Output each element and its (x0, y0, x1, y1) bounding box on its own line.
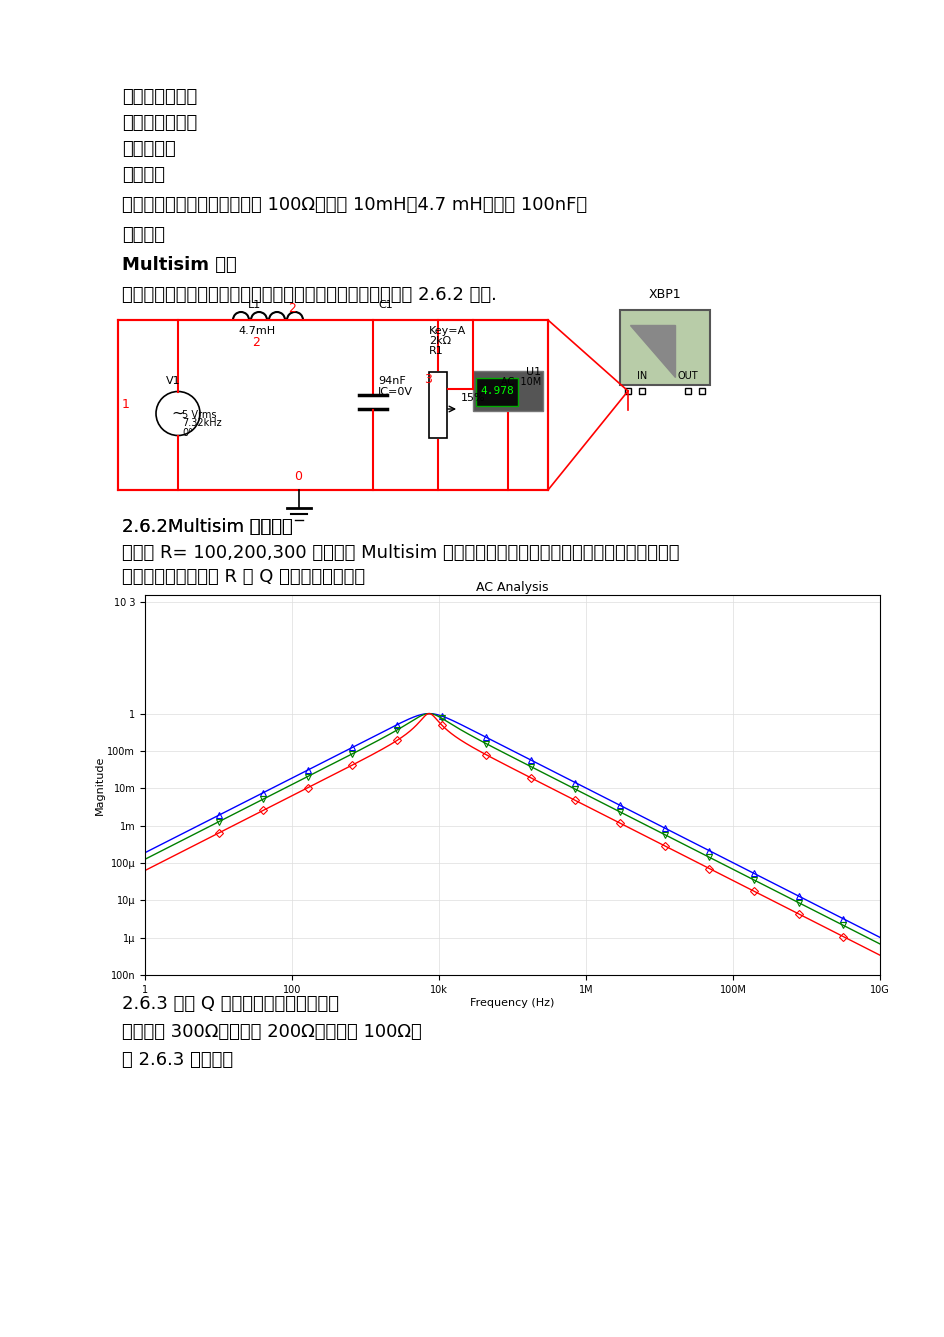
Text: L1: L1 (247, 299, 261, 310)
Text: IC=0V: IC=0V (378, 386, 413, 397)
Text: C1: C1 (378, 299, 393, 310)
Text: 实验内容: 实验内容 (122, 226, 165, 243)
Text: U1: U1 (525, 366, 540, 377)
Text: 3: 3 (423, 373, 431, 386)
Text: Key=A: Key=A (429, 326, 465, 337)
Bar (476, 378, 517, 406)
Text: 2.6.3 不同 Q 值値电流的频率特性曲线: 2.6.3 不同 Q 值値电流的频率特性曲线 (122, 995, 339, 1013)
Text: 2: 2 (288, 302, 295, 316)
Text: 交流毫伏表一台: 交流毫伏表一台 (122, 88, 197, 106)
Text: 94nF: 94nF (378, 376, 405, 385)
Text: 0°: 0° (182, 428, 193, 437)
Text: 电阔、电感、电容若干（电阔 100Ω，电感 10mH、4.7 mH，电容 100nF）: 电阔、电感、电容若干（电阔 100Ω，电感 10mH、4.7 mH，电容 100… (122, 197, 586, 214)
Text: 0: 0 (295, 469, 302, 483)
Title: AC Analysis: AC Analysis (476, 580, 548, 594)
Bar (619, 310, 709, 385)
X-axis label: Frequency (Hz): Frequency (Hz) (470, 997, 554, 1008)
Text: 5 Vrms: 5 Vrms (182, 409, 216, 420)
Text: 创建电路：从元器件库中选择可变电阔、电容、电感创建如图 2.6.2 电路.: 创建电路：从元器件库中选择可变电阔、电容、电感创建如图 2.6.2 电路. (122, 286, 497, 303)
Text: ~: ~ (172, 406, 184, 421)
Text: OUT: OUT (677, 370, 697, 381)
Text: 双踪示波器一台: 双踪示波器一台 (122, 114, 197, 132)
Polygon shape (630, 325, 674, 377)
Text: 2: 2 (251, 336, 260, 349)
Text: 画出谐振曲线，说明 R 对 Q 值、带宽的影响。: 画出谐振曲线，说明 R 对 Q 值、带宽的影响。 (122, 568, 364, 586)
Text: 2.6.2Multisim 串联谐振: 2.6.2Multisim 串联谐振 (122, 517, 293, 536)
Text: 1: 1 (122, 398, 129, 412)
Text: V1: V1 (165, 376, 180, 385)
Bar (118, 320, 548, 489)
Text: 当电阔 R= 100,200,300 欧时，用 Multisim 软件仳真串联谐振电路的谐振曲线，在同一张图中: 当电阔 R= 100,200,300 欧时，用 Multisim 软件仳真串联谐… (122, 544, 679, 562)
Text: （蓝线为 300Ω，绿线为 200Ω，红线为 100Ω）: （蓝线为 300Ω，绿线为 200Ω，红线为 100Ω） (122, 1023, 421, 1042)
Text: 2.6.2Multisim 串联谐振: 2.6.2Multisim 串联谐振 (122, 517, 293, 536)
Text: 15%: 15% (461, 393, 485, 402)
Text: R1: R1 (429, 346, 444, 356)
Bar (429, 372, 447, 437)
Bar (473, 370, 543, 410)
Text: 将 2.6.3 放大后：: 将 2.6.3 放大后： (122, 1051, 233, 1070)
Text: AC  10M: AC 10M (500, 377, 540, 386)
Text: XBP1: XBP1 (648, 287, 681, 301)
Text: 4.978: 4.978 (480, 386, 514, 396)
Text: Multisim 仳真: Multisim 仳真 (122, 255, 237, 274)
Y-axis label: Magnitude: Magnitude (94, 755, 105, 814)
Text: IN: IN (636, 370, 647, 381)
Text: 4.7mH: 4.7mH (238, 326, 275, 336)
Text: 2kΩ: 2kΩ (429, 337, 450, 346)
Text: 万用表一只: 万用表一只 (122, 140, 176, 158)
Text: 7.32kHz: 7.32kHz (182, 418, 222, 428)
Text: 可变电阔: 可变电阔 (122, 166, 165, 185)
